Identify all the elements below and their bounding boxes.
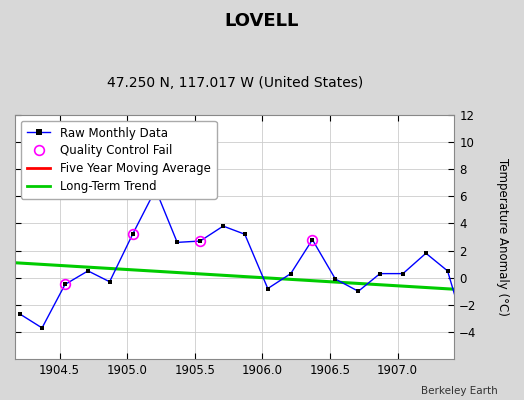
Text: Berkeley Earth: Berkeley Earth — [421, 386, 498, 396]
Text: LOVELL: LOVELL — [225, 12, 299, 30]
Y-axis label: Temperature Anomaly (°C): Temperature Anomaly (°C) — [496, 158, 509, 316]
Legend: Raw Monthly Data, Quality Control Fail, Five Year Moving Average, Long-Term Tren: Raw Monthly Data, Quality Control Fail, … — [21, 121, 216, 199]
Title: 47.250 N, 117.017 W (United States): 47.250 N, 117.017 W (United States) — [106, 76, 363, 90]
